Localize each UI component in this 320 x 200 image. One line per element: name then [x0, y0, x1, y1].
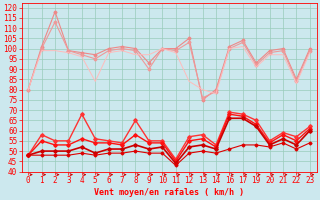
X-axis label: Vent moyen/en rafales ( km/h ): Vent moyen/en rafales ( km/h ): [94, 188, 244, 197]
